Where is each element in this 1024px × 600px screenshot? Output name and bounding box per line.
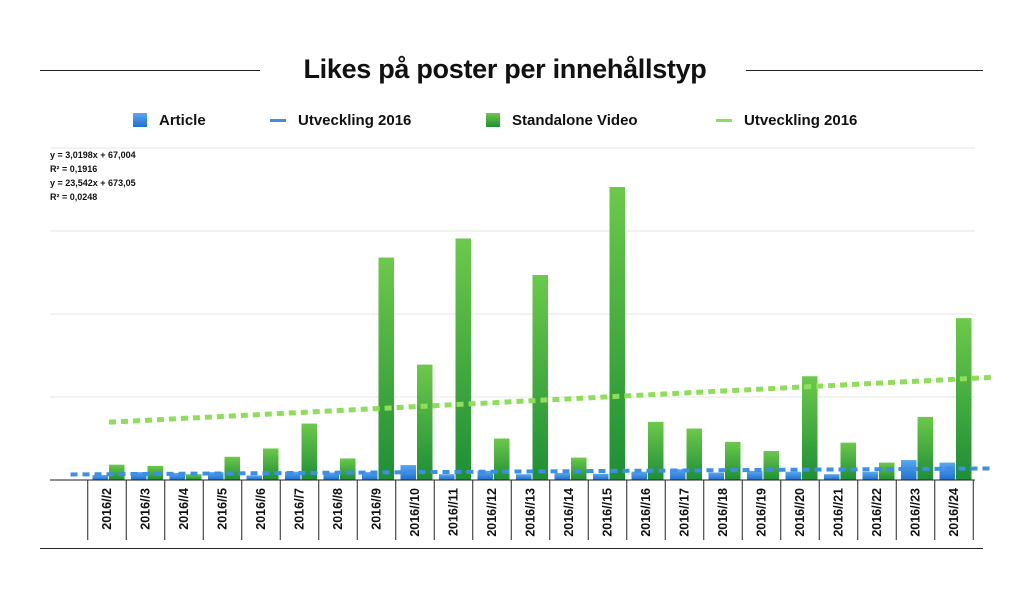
legend-label-video: Standalone Video — [512, 111, 638, 129]
r2-video: R² = 0,0248 — [50, 192, 98, 202]
bar-article — [747, 470, 763, 480]
bar-standalone-video — [840, 442, 856, 480]
chart-title: Likes på poster per innehållstyp — [303, 54, 707, 84]
bar-article — [631, 471, 647, 480]
x-tick-label: 2016//2 — [100, 488, 114, 530]
bottom-rule — [40, 548, 983, 549]
x-tick-label: 2016//6 — [254, 488, 268, 530]
x-tick-label: 2016//14 — [562, 488, 576, 537]
legend-swatch-article — [133, 113, 147, 127]
bar-article — [939, 462, 955, 480]
x-tick-label: 2016//24 — [947, 488, 961, 537]
bar-standalone-video — [571, 457, 587, 480]
equation-video: y = 23,542x + 673,05 — [50, 178, 136, 188]
bar-article — [554, 472, 570, 480]
x-tick-label: 2016//19 — [755, 488, 769, 537]
bar-standalone-video — [186, 474, 202, 480]
trendline-standalone-video — [108, 374, 995, 425]
bar-standalone-video — [879, 462, 895, 480]
bar-standalone-video — [917, 416, 933, 480]
x-tick-label: 2016//13 — [524, 488, 538, 537]
bar-article — [516, 474, 532, 480]
x-tick-label: 2016//8 — [331, 488, 345, 530]
x-tick-label: 2016//15 — [601, 488, 615, 537]
x-tick-label: 2016//18 — [716, 488, 730, 537]
bar-article — [670, 469, 686, 480]
legend-label-trend-article: Utveckling 2016 — [298, 111, 412, 129]
bars — [92, 187, 972, 480]
bar-article — [824, 474, 840, 480]
legend-item-trend-article: Utveckling 2016 — [270, 108, 411, 132]
bar-standalone-video — [763, 450, 779, 480]
x-axis: 2016//2 2016//3 2016//4 2016//5 2016//6 2016/… — [50, 479, 975, 540]
x-tick-label: 2016//5 — [216, 488, 230, 530]
legend-swatch-video — [486, 113, 500, 127]
r2-article: R² = 0,1916 — [50, 164, 98, 174]
x-tick-label: 2016//23 — [909, 488, 923, 537]
bar-article — [901, 460, 917, 480]
legend-label-article: Article — [159, 111, 206, 129]
bar-standalone-video — [340, 458, 356, 480]
bar-article — [285, 471, 301, 480]
bar-article — [246, 475, 262, 480]
bar-standalone-video — [725, 441, 741, 480]
bar-article — [477, 470, 493, 480]
bar-article — [708, 472, 724, 480]
bar-article — [785, 471, 801, 480]
bar-standalone-video — [686, 428, 702, 480]
legend-item-article: Article — [133, 108, 206, 132]
bar-standalone-video — [417, 364, 433, 480]
bar-standalone-video — [455, 238, 471, 480]
equation-article: y = 3,0198x + 67,004 — [50, 150, 136, 160]
bar-article — [169, 472, 185, 480]
bar-article — [208, 472, 224, 480]
trendlines — [70, 374, 995, 477]
x-tick-label: 2016//20 — [793, 488, 807, 537]
bar-article — [323, 472, 339, 480]
legend-item-video: Standalone Video — [486, 108, 638, 132]
x-tick-label: 2016//3 — [139, 488, 153, 530]
bar-standalone-video — [301, 423, 317, 480]
title-rule-left — [40, 70, 260, 71]
legend-line-trend-article — [270, 118, 286, 122]
trendline-equations: y = 3,0198x + 67,004 R² = 0,1916 y = 23,… — [50, 148, 136, 204]
bar-standalone-video — [802, 376, 818, 480]
legend-line-trend-video — [716, 118, 732, 122]
x-tick-label: 2016//22 — [870, 488, 884, 537]
x-tick-label: 2016//21 — [832, 488, 846, 537]
legend-label-trend-video: Utveckling 2016 — [744, 111, 858, 129]
bar-article — [362, 472, 378, 480]
bar-standalone-video — [956, 318, 972, 480]
bar-article — [92, 475, 108, 480]
bar-standalone-video — [609, 187, 625, 480]
bar-standalone-video — [378, 257, 394, 480]
bar-article — [862, 471, 878, 480]
bar-standalone-video — [494, 438, 510, 480]
bar-standalone-video — [532, 274, 548, 480]
bar-article — [439, 474, 455, 480]
x-tick-label: 2016//9 — [370, 488, 384, 530]
x-tick-label: 2016//7 — [293, 488, 307, 530]
x-tick-label: 2016//16 — [639, 488, 653, 537]
x-tick-label: 2016//10 — [408, 488, 422, 537]
chart-legend: Article Utveckling 2016 Standalone Video… — [0, 108, 1024, 132]
x-tick-label: 2016//12 — [485, 488, 499, 537]
bar-article — [131, 472, 147, 480]
title-row: Likes på poster per innehållstyp — [0, 50, 1024, 94]
trendline-article — [70, 466, 995, 477]
x-tick-label: 2016//11 — [447, 488, 461, 536]
title-rule-right — [746, 70, 983, 71]
legend-item-trend-video: Utveckling 2016 — [716, 108, 857, 132]
gridlines — [50, 147, 975, 398]
x-tick-label: 2016//4 — [177, 488, 191, 530]
x-tick-label: 2016//17 — [678, 488, 692, 537]
bar-standalone-video — [224, 456, 240, 480]
bar-standalone-video — [263, 448, 279, 480]
bar-standalone-video — [648, 421, 664, 480]
bar-article — [593, 473, 609, 480]
